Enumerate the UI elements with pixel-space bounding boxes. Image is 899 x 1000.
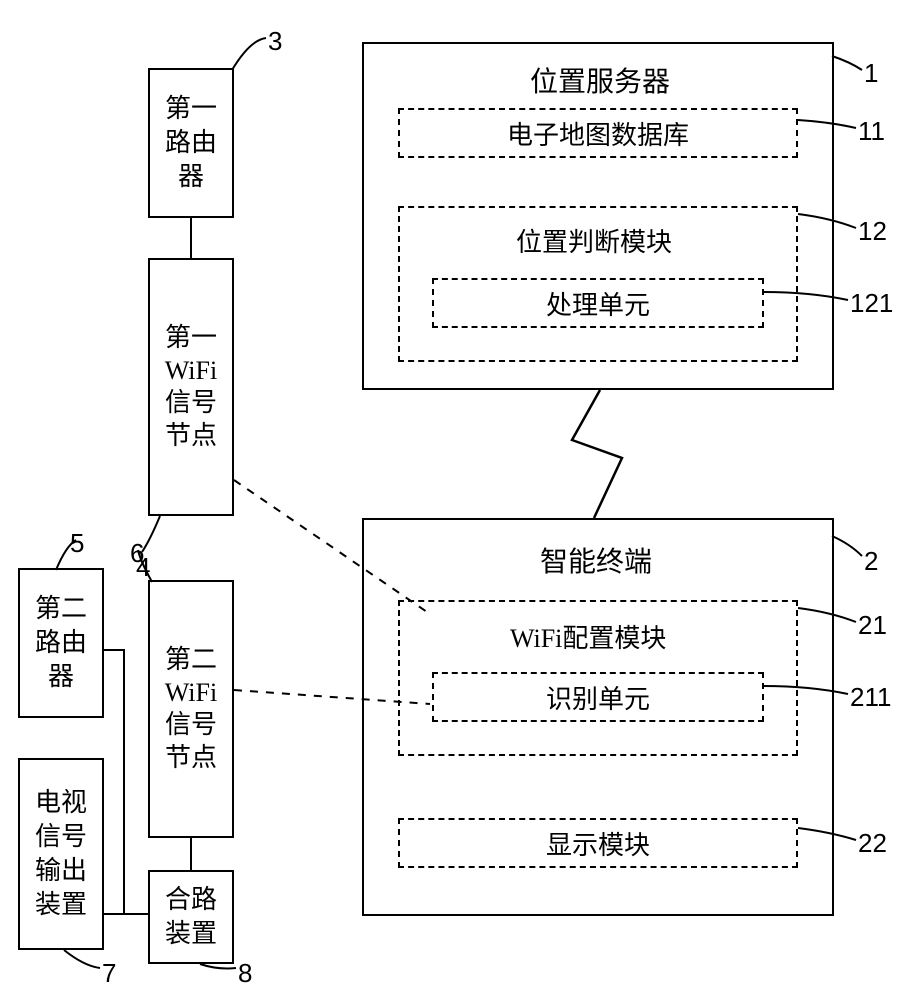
num-5: 5 bbox=[70, 528, 84, 559]
num-1: 1 bbox=[864, 58, 878, 89]
idunit-box: 识别单元 bbox=[432, 672, 764, 722]
num-12: 12 bbox=[858, 216, 887, 247]
tvout-label: 电视信号输出装置 bbox=[20, 782, 102, 925]
procunit-label: 处理单元 bbox=[546, 285, 650, 322]
terminal-title: 智能终端 bbox=[540, 540, 652, 580]
wificfg-label: WiFi配置模块 bbox=[510, 618, 666, 655]
wifi1-label: 第一WiFi信号节点 bbox=[150, 318, 232, 456]
idunit-label: 识别单元 bbox=[546, 679, 650, 716]
num-8: 8 bbox=[238, 958, 252, 989]
wifi2-label: 第二WiFi信号节点 bbox=[150, 640, 232, 778]
router1-box: 第一路由器 bbox=[148, 68, 234, 218]
server-title: 位置服务器 bbox=[530, 60, 670, 100]
router1-label: 第一路由器 bbox=[150, 88, 232, 197]
posmod-label: 位置判断模块 bbox=[516, 222, 672, 259]
display-box: 显示模块 bbox=[398, 818, 798, 868]
wifi2-box: 第二WiFi信号节点 bbox=[148, 580, 234, 838]
wifi1-box: 第一WiFi信号节点 bbox=[148, 258, 234, 516]
mapdb-box: 电子地图数据库 bbox=[398, 108, 798, 158]
num-211: 211 bbox=[850, 682, 891, 713]
router2-label: 第二路由器 bbox=[20, 588, 102, 697]
num-11: 11 bbox=[858, 116, 885, 147]
mapdb-label: 电子地图数据库 bbox=[507, 115, 689, 152]
combiner-label: 合路装置 bbox=[150, 879, 232, 955]
procunit-box: 处理单元 bbox=[432, 278, 764, 328]
router2-box: 第二路由器 bbox=[18, 568, 104, 718]
combiner-box: 合路装置 bbox=[148, 870, 234, 964]
tvout-box: 电视信号输出装置 bbox=[18, 758, 104, 950]
num-21: 21 bbox=[858, 610, 887, 641]
num-2: 2 bbox=[864, 546, 878, 577]
num-121: 121 bbox=[850, 288, 893, 319]
num-7: 7 bbox=[102, 958, 116, 989]
display-label: 显示模块 bbox=[546, 825, 650, 862]
num-3: 3 bbox=[268, 26, 282, 57]
num-22: 22 bbox=[858, 828, 887, 859]
num-6: 6 bbox=[130, 538, 144, 569]
